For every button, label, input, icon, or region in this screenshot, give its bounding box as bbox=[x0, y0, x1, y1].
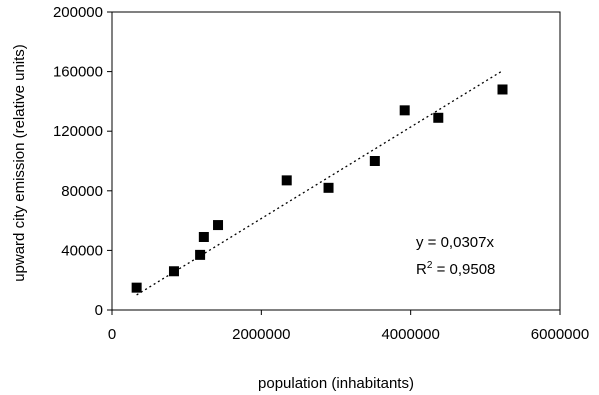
data-points bbox=[131, 84, 508, 293]
x-tick-label: 2000000 bbox=[232, 326, 290, 343]
r-squared-superscript: 2 bbox=[427, 260, 433, 271]
data-point bbox=[131, 282, 142, 293]
data-point bbox=[399, 105, 410, 116]
y-tick-label: 40000 bbox=[61, 242, 103, 259]
data-point bbox=[369, 156, 380, 166]
x-tick-label: 4000000 bbox=[381, 326, 439, 343]
y-tick-label: 120000 bbox=[53, 123, 103, 140]
regression-equation: y = 0,0307x bbox=[416, 234, 494, 251]
x-axis-title: population (inhabitants) bbox=[258, 375, 414, 392]
y-axis-ticks: 0 40000 80000 120000 160000 200000 bbox=[53, 4, 112, 319]
data-point bbox=[323, 182, 334, 193]
data-point bbox=[281, 175, 292, 186]
data-point bbox=[195, 249, 206, 260]
axes bbox=[111, 11, 561, 311]
r-squared-value: = 0,9508 bbox=[432, 261, 495, 278]
y-axis-title: upward city emission (relative units) bbox=[11, 44, 28, 282]
data-point bbox=[168, 266, 179, 277]
x-tick-label: 6000000 bbox=[531, 326, 589, 343]
y-tick-label: 0 bbox=[95, 302, 103, 319]
data-point bbox=[433, 112, 444, 123]
r-squared-label: R2 = 0,9508 bbox=[416, 260, 495, 278]
data-point bbox=[198, 231, 209, 242]
data-point bbox=[213, 220, 224, 231]
r-squared-prefix: R bbox=[416, 261, 427, 278]
x-tick-label: 0 bbox=[108, 326, 116, 343]
x-axis-ticks: 0 2000000 4000000 6000000 bbox=[108, 310, 589, 343]
y-tick-label: 200000 bbox=[53, 4, 103, 21]
plot-area-frame bbox=[111, 11, 561, 311]
y-tick-label: 160000 bbox=[53, 64, 103, 81]
y-tick-label: 80000 bbox=[61, 183, 103, 200]
data-point bbox=[497, 84, 508, 95]
